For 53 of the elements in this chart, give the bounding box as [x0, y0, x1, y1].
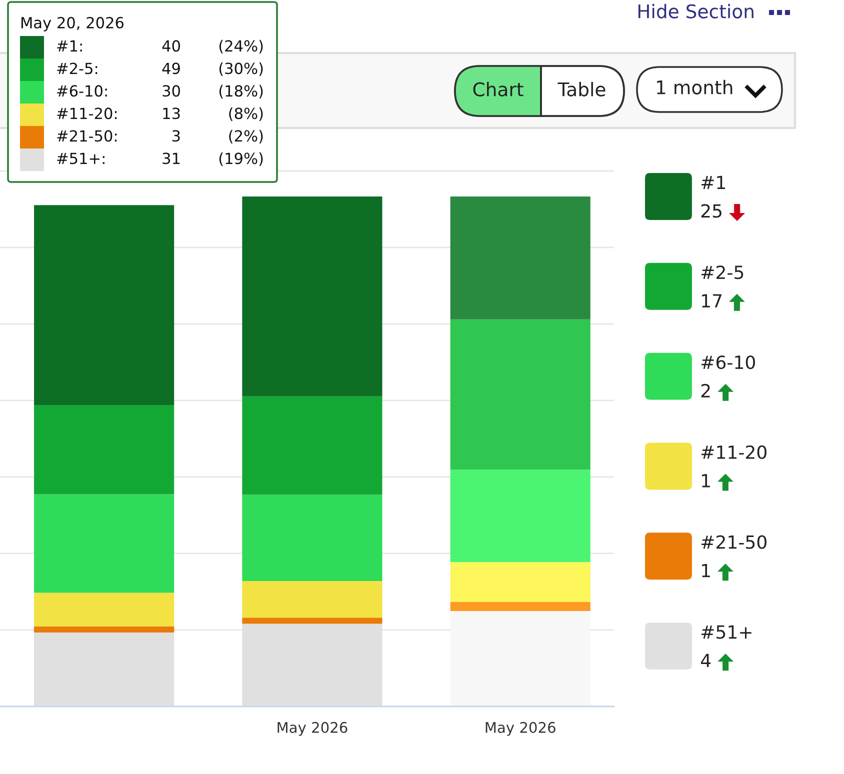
bar [450, 562, 590, 602]
text: #6-10: [57, 85, 107, 97]
text: (19%) [219, 152, 263, 166]
x-tick-label: May 2026 [486, 722, 556, 736]
text: Chart [473, 82, 524, 96]
bar [450, 196, 590, 320]
bar [34, 632, 174, 706]
text: (24%) [219, 40, 263, 54]
text: (18%) [219, 84, 263, 98]
bar [34, 494, 174, 593]
bar [450, 602, 590, 612]
text: (2%) [229, 130, 263, 144]
text: 1 [702, 474, 710, 488]
text: 31 [162, 152, 180, 164]
text: 17 [702, 294, 722, 308]
text: May 20, 2026 [22, 16, 124, 32]
bar [34, 626, 174, 632]
bar [242, 618, 382, 624]
bar [34, 405, 174, 494]
bar [242, 196, 382, 396]
text: #51+: [57, 152, 104, 164]
text: #2-5 [701, 266, 744, 280]
text: #6-10 [701, 355, 755, 370]
bar [34, 205, 174, 406]
text: #2-5: [57, 62, 98, 74]
text: 25 [701, 204, 722, 218]
text: 1 [702, 564, 710, 578]
text: 40 [162, 40, 180, 52]
text: 30 [162, 85, 180, 97]
bar [450, 319, 590, 470]
text: Hide Section [638, 4, 754, 18]
text: #1: [57, 40, 82, 52]
text: #21-50 [701, 535, 766, 549]
text: #11-20 [701, 445, 766, 460]
text: 13 [163, 108, 180, 120]
text: Table [558, 82, 606, 96]
text: (8%) [229, 107, 263, 121]
text: 4 [700, 654, 711, 668]
text: #21-50: [57, 130, 117, 142]
bar [34, 592, 174, 626]
text: 3 [172, 130, 180, 142]
text: #51+ [701, 625, 752, 639]
text: #1 [701, 176, 726, 190]
bar [450, 470, 590, 562]
text: 1 month [657, 80, 732, 94]
bar [242, 494, 382, 581]
text: #11-20: [57, 108, 117, 120]
x-tick-label: May 2026 [278, 722, 348, 736]
text: 49 [162, 62, 180, 74]
bar [242, 580, 382, 618]
text: 2 [701, 384, 710, 398]
text: (30%) [219, 62, 263, 76]
bar [242, 396, 382, 495]
